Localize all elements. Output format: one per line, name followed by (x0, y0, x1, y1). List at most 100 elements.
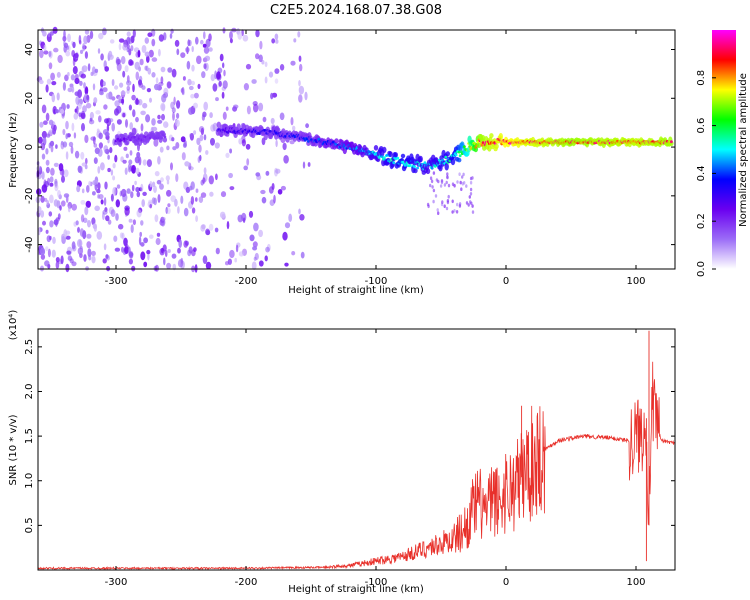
heatmap-cell (426, 202, 430, 207)
heatmap-cell (185, 47, 190, 53)
colorbar-gradient (712, 30, 736, 269)
heatmap-cell (268, 71, 274, 78)
heatmap-cell (199, 134, 204, 142)
heatmap-cell (97, 166, 101, 174)
heatmap-cell (160, 177, 164, 183)
heatmap-cell (158, 48, 161, 57)
heatmap-cell (288, 213, 293, 222)
heatmap-cell (84, 86, 89, 95)
heatmap-cell (72, 41, 76, 49)
heatmap-cell (460, 187, 463, 191)
heatmap-cell (52, 127, 56, 135)
heatmap-cell (165, 175, 170, 182)
heatmap-cell (103, 104, 108, 110)
heatmap-cell (162, 137, 168, 143)
heatmap-cell (62, 82, 66, 91)
heatmap-cell (432, 188, 436, 193)
heatmap-cell (63, 42, 69, 48)
heatmap-cell (129, 60, 135, 66)
heatmap-cell (100, 162, 105, 171)
heatmap-cell (388, 151, 393, 158)
heatmap-cell (71, 122, 75, 132)
heatmap-cell (104, 131, 110, 137)
heatmap-cell (45, 159, 50, 166)
heatmap-cell (135, 116, 139, 123)
heatmap-cell (451, 199, 454, 204)
heatmap-cell (46, 78, 52, 85)
heatmap-cell (161, 113, 165, 121)
heatmap-cell (122, 44, 128, 51)
heatmap-cell (103, 145, 109, 153)
heatmap-cell (208, 223, 214, 231)
heatmap-cell (408, 164, 412, 167)
heatmap-cell (126, 89, 130, 94)
heatmap-cell (425, 168, 431, 175)
heatmap-cell (160, 66, 166, 73)
heatmap-cell (136, 209, 142, 218)
heatmap-cell (123, 132, 128, 138)
heatmap-cell (86, 185, 90, 193)
heatmap-cell (393, 152, 398, 158)
heatmap-cell (155, 237, 161, 246)
heatmap-cell (59, 205, 62, 211)
spectrogram-y-axis-label: Frequency (Hz) (8, 112, 19, 188)
heatmap-cell (79, 98, 84, 105)
heatmap-cell (271, 38, 276, 44)
heatmap-cell (440, 180, 444, 185)
heatmap-cell (65, 133, 68, 140)
heatmap-cell (80, 112, 86, 120)
heatmap-cell (118, 43, 122, 51)
heatmap-cell (140, 220, 144, 226)
heatmap-cell (157, 119, 163, 124)
snr-series-line (37, 361, 675, 571)
heatmap-cell (223, 129, 227, 133)
heatmap-cell (98, 132, 103, 140)
heatmap-cell (253, 103, 259, 113)
heatmap-cell (114, 85, 119, 90)
heatmap-cell (120, 56, 126, 65)
heatmap-cell (264, 61, 268, 68)
heatmap-cell (149, 97, 152, 103)
heatmap-cell (76, 185, 81, 193)
heatmap-cell (465, 201, 469, 205)
heatmap-cell (87, 220, 91, 228)
heatmap-cell (245, 143, 251, 150)
heatmap-cell (218, 80, 222, 87)
heatmap-cell (205, 261, 212, 270)
heatmap-cell (367, 150, 371, 153)
heatmap-cell (148, 136, 152, 140)
heatmap-cell (188, 85, 194, 91)
heatmap-cell (92, 180, 98, 186)
heatmap-cell (71, 241, 76, 250)
heatmap-cell (116, 62, 122, 72)
heatmap-cell (183, 240, 188, 248)
heatmap-cell (264, 255, 268, 262)
heatmap-cell (53, 47, 59, 53)
heatmap-cell (46, 33, 52, 43)
heatmap-cell (243, 83, 249, 91)
heatmap-cell (75, 220, 79, 226)
heatmap-cell (260, 189, 266, 195)
heatmap-cell (453, 209, 456, 213)
heatmap-cell (444, 162, 449, 171)
heatmap-cell (73, 132, 77, 139)
heatmap-cell (49, 220, 54, 228)
heatmap-cell (88, 180, 92, 187)
heatmap-cell (129, 150, 133, 156)
heatmap-cell (203, 134, 207, 141)
heatmap-cell (261, 196, 267, 204)
heatmap-cell (458, 172, 461, 176)
heatmap-cell (96, 231, 103, 240)
heatmap-cell (274, 78, 279, 84)
heatmap-cell (164, 250, 168, 257)
heatmap-marks (35, 26, 674, 273)
heatmap-cell (203, 31, 206, 40)
heatmap-cell (190, 93, 195, 99)
heatmap-cell (63, 30, 66, 39)
heatmap-cell (461, 175, 464, 179)
heatmap-cell (126, 85, 131, 91)
heatmap-cell (140, 110, 146, 116)
x-tick-label: 0 (503, 577, 509, 588)
heatmap-cell (91, 66, 96, 74)
heatmap-cell (277, 189, 283, 195)
